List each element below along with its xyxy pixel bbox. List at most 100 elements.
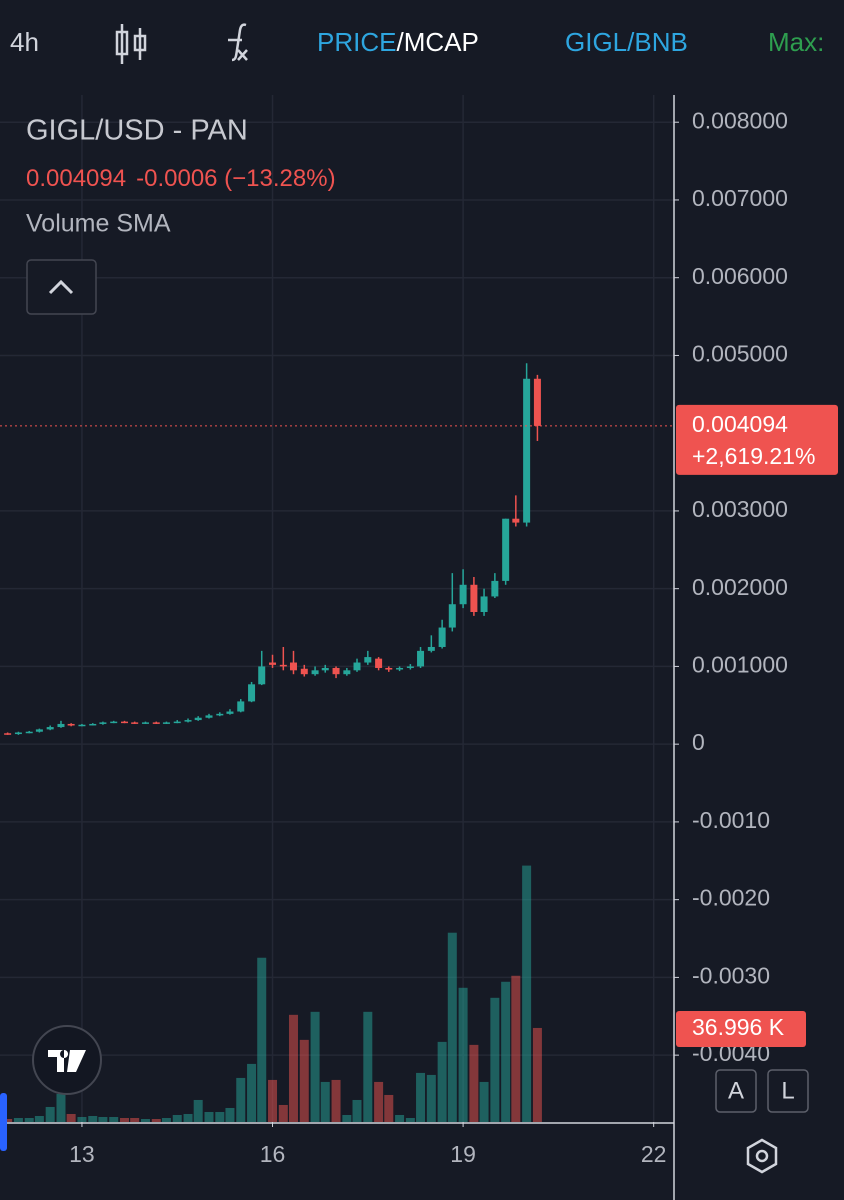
volume-bar (24, 1117, 34, 1122)
volume-bar (447, 932, 457, 1122)
candle-layer (0, 363, 674, 735)
x-tick-label: 13 (69, 1141, 95, 1167)
volume-bar (215, 1111, 225, 1122)
pair-toggle[interactable]: GIGL/BNB (565, 27, 688, 57)
legend-change: -0.0006 (−13.28%) (136, 165, 335, 192)
scale-button-label[interactable]: A (728, 1077, 744, 1104)
x-tick-label: 16 (260, 1141, 286, 1167)
candle-body (364, 657, 372, 663)
candle-body (152, 722, 160, 724)
collapse-button[interactable] (26, 259, 97, 315)
candle-body (300, 668, 308, 675)
last-price-label: 0.004094 (692, 411, 788, 437)
candle-body (375, 658, 383, 668)
candle-body (89, 723, 97, 726)
volume-bar (437, 1041, 447, 1122)
candle-body (491, 580, 499, 597)
indicators-icon[interactable] (228, 23, 248, 62)
volume-bar (310, 1011, 320, 1122)
candle-body (78, 724, 86, 727)
volume-bar (45, 1106, 55, 1122)
logo[interactable] (32, 1025, 102, 1095)
interval[interactable]: 4h (10, 27, 39, 57)
volume-bar (374, 1081, 384, 1122)
candle-body (131, 722, 139, 724)
scale-button[interactable] (767, 1069, 809, 1113)
settings-icon[interactable] (746, 1138, 778, 1174)
legend-values: 0.004094 -0.0006 (−13.28%) (26, 165, 336, 192)
volume-bar (204, 1111, 214, 1122)
volume-bar (299, 1039, 309, 1122)
volume-bar (151, 1118, 161, 1122)
candle-body (67, 723, 75, 726)
last-price-box (676, 404, 838, 475)
candle-body (194, 717, 202, 721)
candle-body (332, 667, 340, 675)
volume-bar (140, 1118, 150, 1122)
candle-body (248, 684, 256, 702)
candle-body (406, 666, 414, 668)
candle-body (25, 731, 33, 734)
candle-body (343, 670, 351, 675)
volume-bar (405, 1117, 415, 1122)
candle-body (99, 722, 107, 724)
volume-bar (109, 1116, 119, 1122)
candle-body (427, 646, 435, 651)
volume-bar (490, 997, 500, 1122)
volume-bar (320, 1081, 330, 1122)
max-button[interactable]: Max: (768, 27, 824, 57)
volume-label: 36.996 K (692, 1014, 785, 1040)
volume-bar (193, 1099, 203, 1122)
y-tick-label: 0.003000 (692, 496, 788, 522)
volume-bar (416, 1072, 426, 1122)
y-tick-label: 0.008000 (692, 107, 788, 133)
volume-bar (161, 1117, 171, 1122)
volume-bar (98, 1116, 108, 1122)
candle-icon[interactable] (115, 24, 147, 64)
volume-bar (352, 1099, 362, 1122)
candle-body (438, 627, 446, 647)
volume-bar (225, 1107, 235, 1122)
volume-bar (247, 1063, 257, 1122)
candle-body (448, 604, 456, 628)
candle-body (162, 722, 170, 724)
y-tick-label: 0.001000 (692, 651, 788, 677)
volume-bar (458, 987, 468, 1122)
volume-bar (130, 1117, 140, 1122)
side-handle[interactable] (0, 1093, 7, 1151)
legend-title: GIGL/USD - PAN (26, 115, 248, 147)
candle-body (279, 664, 287, 667)
x-tick-label: 19 (450, 1141, 476, 1167)
volume-bar (183, 1113, 193, 1122)
candle-body (110, 721, 118, 724)
y-tick-label: 0.006000 (692, 263, 788, 289)
volume-bar (77, 1116, 87, 1122)
volume-bar (395, 1114, 405, 1122)
price-option[interactable]: PRICE (317, 27, 396, 57)
settings-icon-center (755, 1149, 769, 1163)
candle-body (237, 701, 245, 712)
candle-body (502, 518, 510, 581)
candle-body (311, 670, 319, 675)
candle-body (533, 378, 541, 426)
mcap-option[interactable]: /MCAP (396, 27, 478, 57)
candle-body (226, 711, 234, 714)
y-tick-label: -0.0010 (692, 807, 770, 833)
y-tick-label: -0.0020 (692, 885, 770, 911)
price-change-label: +2,619.21% (692, 443, 815, 469)
volume-bar (278, 1104, 288, 1122)
price-mcap-toggle[interactable]: PRICE/MCAP (317, 27, 479, 57)
volume-label-box (676, 1010, 806, 1047)
volume-bar (501, 981, 511, 1122)
scale-button-label[interactable]: L (781, 1077, 794, 1104)
x-tick-label: 22 (641, 1141, 667, 1167)
volume-bar (56, 1093, 66, 1122)
scale-button[interactable] (715, 1069, 757, 1113)
volume-bar (34, 1115, 44, 1122)
volume-bar (3, 1118, 13, 1122)
volume-bar (88, 1115, 98, 1122)
volume-bar (469, 1044, 479, 1122)
candle-body (353, 662, 361, 671)
y-tick-label: 0.002000 (692, 574, 788, 600)
